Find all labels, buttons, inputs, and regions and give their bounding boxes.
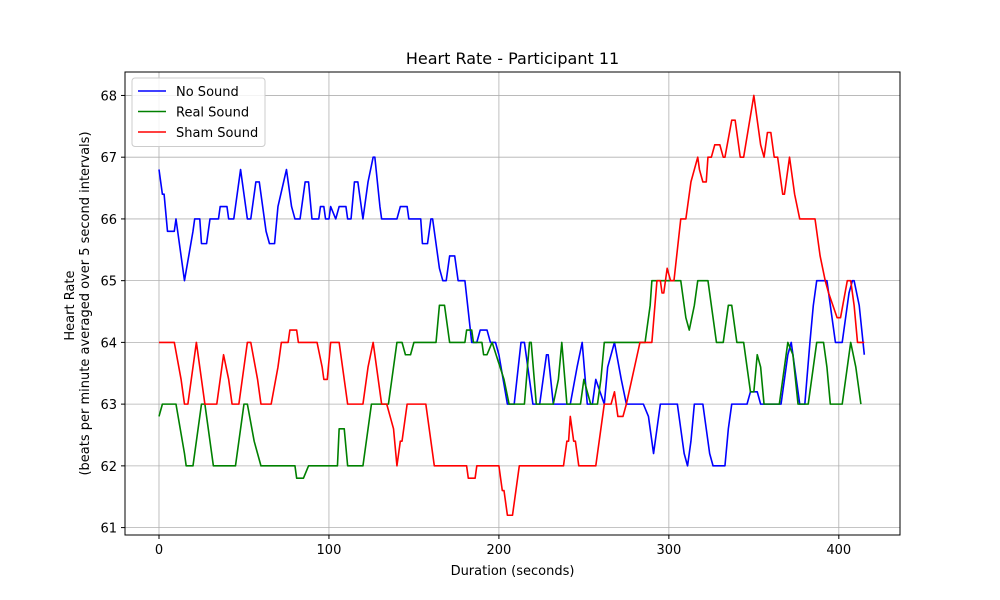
y-tick-label: 67: [100, 151, 117, 166]
series-line-no-sound: [158, 156, 866, 467]
ticks: 0 100 200 300 400 61 62 63 64 65 66 67 68: [100, 89, 851, 558]
x-tick-label: 0: [155, 543, 163, 558]
legend-box: [131, 77, 266, 147]
y-axis-title: Heart Rate (beats per minute averaged ov…: [63, 131, 93, 475]
series-lines: [158, 94, 866, 517]
x-tick-label: 200: [486, 543, 511, 558]
legend: No Sound Real Sound Sham Sound: [131, 77, 266, 147]
y-tick-label: 63: [100, 398, 117, 413]
y-tick-label: 68: [100, 89, 117, 104]
legend-label-real-sound: Real Sound: [176, 106, 249, 121]
x-tick-label: 100: [317, 543, 342, 558]
series-line-real-sound: [158, 279, 862, 480]
legend-label-no-sound: No Sound: [176, 85, 239, 100]
x-tick-label: 400: [826, 543, 851, 558]
y-tick-label: 64: [100, 336, 117, 351]
y-tick-label: 61: [100, 522, 117, 537]
y-axis-title-line-1: Heart Rate: [63, 271, 78, 341]
grid: [125, 72, 900, 535]
y-axis-title-line-2: (beats per minute averaged over 5 second…: [78, 131, 93, 475]
y-tick-label: 66: [100, 213, 117, 228]
legend-label-sham-sound: Sham Sound: [176, 126, 258, 141]
plot-frame: [124, 71, 901, 536]
chart-title: Heart Rate - Participant 11: [406, 49, 619, 68]
y-tick-label: 65: [100, 275, 117, 290]
x-axis-title: Duration (seconds): [451, 564, 575, 579]
series-line-sham-sound: [158, 94, 865, 517]
y-tick-label: 62: [100, 460, 117, 475]
x-tick-label: 300: [656, 543, 681, 558]
